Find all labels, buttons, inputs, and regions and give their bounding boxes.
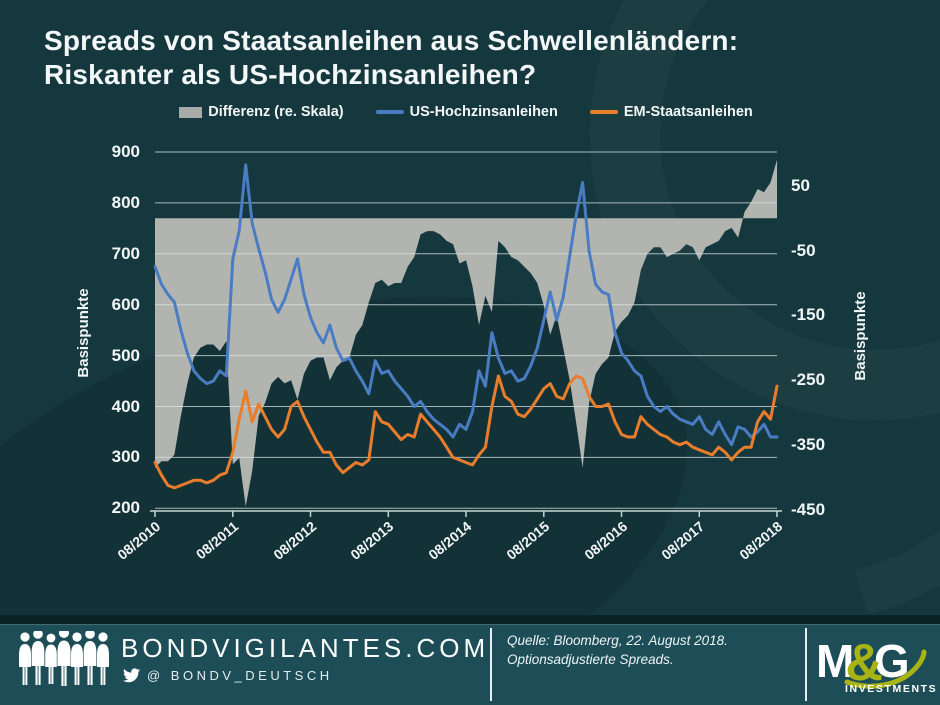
legend-label: US-Hochzinsanleihen bbox=[409, 104, 558, 120]
twitter-row: @ BONDV_DEUTSCH bbox=[123, 668, 333, 683]
right-axis-tick-label: -350 bbox=[791, 434, 826, 454]
legend-label: Differenz (re. Skala) bbox=[208, 104, 344, 120]
mg-letter-m: M bbox=[816, 635, 854, 687]
left-axis-tick-label: 900 bbox=[111, 142, 140, 161]
left-axis-tick-label: 600 bbox=[111, 294, 140, 314]
footer-section-divider bbox=[805, 628, 807, 701]
legend-item-em-staats: EM-Staatsanleihen bbox=[589, 104, 753, 120]
left-axis-tick-label: 700 bbox=[111, 243, 140, 263]
mg-investments-label: INVESTMENTS bbox=[845, 683, 938, 695]
title-line-1: Spreads von Staatsanleihen aus Schwellen… bbox=[44, 25, 739, 56]
chart-legend: Differenz (re. Skala) US-Hochzinsanleihe… bbox=[150, 104, 782, 120]
legend-label: EM-Staatsanleihen bbox=[623, 104, 753, 120]
twitter-bird-icon bbox=[123, 668, 140, 683]
left-axis-title: Basispunkte bbox=[75, 288, 92, 378]
legend-area-swatch bbox=[179, 106, 203, 118]
legend-item-differenz: Differenz (re. Skala) bbox=[179, 104, 344, 120]
mg-letters: M&G bbox=[816, 630, 910, 692]
us-hy-line bbox=[153, 163, 779, 447]
source-line-2: Optionsadjustierte Spreads. bbox=[507, 651, 674, 667]
left-axis-tick-label: 200 bbox=[111, 498, 140, 518]
legend-item-us-hochzins: US-Hochzinsanleihen bbox=[375, 104, 558, 120]
footer-band bbox=[0, 624, 940, 705]
left-axis-tick-label: 400 bbox=[111, 396, 140, 416]
left-axis-tick-label: 500 bbox=[111, 345, 140, 365]
right-axis-tick-label: -250 bbox=[791, 370, 826, 390]
right-axis-tick-label: -50 bbox=[791, 240, 816, 260]
left-axis-tick-label: 800 bbox=[111, 192, 140, 212]
mg-investments-logo: M&G INVESTMENTS bbox=[805, 624, 940, 705]
right-axis-tick-label: -450 bbox=[791, 499, 826, 519]
legend-line-swatch-orange bbox=[589, 110, 618, 114]
page-title: Spreads von Staatsanleihen aus Schwellen… bbox=[44, 24, 904, 92]
right-axis-tick-label: 50 bbox=[791, 175, 810, 195]
mg-swoosh-icon bbox=[844, 649, 927, 689]
em-sov-line bbox=[153, 374, 779, 490]
site-name: BONDVIGILANTES.COM bbox=[121, 633, 490, 663]
legend-line-swatch-blue bbox=[375, 110, 404, 114]
right-axis-tick-label: -150 bbox=[791, 305, 826, 325]
twitter-handle: @ BONDV_DEUTSCH bbox=[147, 668, 333, 683]
people-crowd-icon bbox=[19, 631, 109, 686]
source-line-1: Quelle: Bloomberg, 22. August 2018. bbox=[507, 633, 728, 648]
right-axis-title: Basispunkte bbox=[852, 291, 869, 381]
left-axis-tick-label: 300 bbox=[111, 447, 140, 467]
footer-divider-strip bbox=[0, 615, 940, 624]
footer-section-divider bbox=[490, 628, 492, 701]
title-line-2: Riskanter als US-Hochzinsanleihen? bbox=[44, 59, 537, 91]
source-note: Quelle: Bloomberg, 22. August 2018. Opti… bbox=[507, 632, 728, 670]
difference-area bbox=[155, 159, 777, 507]
